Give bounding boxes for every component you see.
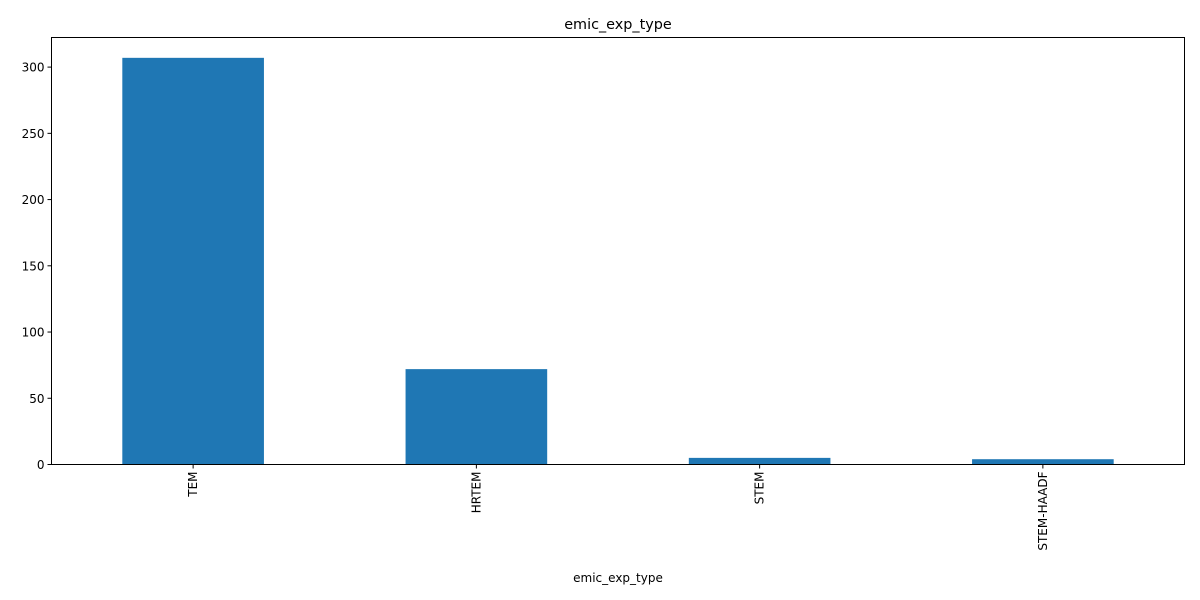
x-tick-label: TEM [186,472,200,498]
chart-title: emic_exp_type [564,17,672,33]
y-tick-label: 300 [22,61,45,75]
x-tick-label: STEM [753,472,767,505]
x-axis-label: emic_exp_type [573,571,663,585]
bar-stem [688,457,831,465]
y-tick-label: 150 [22,259,45,273]
y-axis: 0 50 100 150 200 250 300 [22,61,52,472]
y-tick-label: 50 [29,392,44,406]
y-tick-label: 100 [22,326,45,340]
x-axis: TEM HRTEM STEM STEM-HAADF [186,464,1050,551]
y-tick-label: 200 [22,193,45,207]
bar-stem-haadf [972,459,1114,465]
bar-hrtem [405,369,548,465]
bars-group [122,57,1114,465]
bar-tem [122,57,264,465]
y-tick-label: 250 [22,127,45,141]
plot-frame [51,37,1185,465]
x-tick-label: STEM-HAADF [1036,471,1050,550]
x-tick-label: HRTEM [469,472,483,514]
y-tick-label: 0 [37,458,45,472]
